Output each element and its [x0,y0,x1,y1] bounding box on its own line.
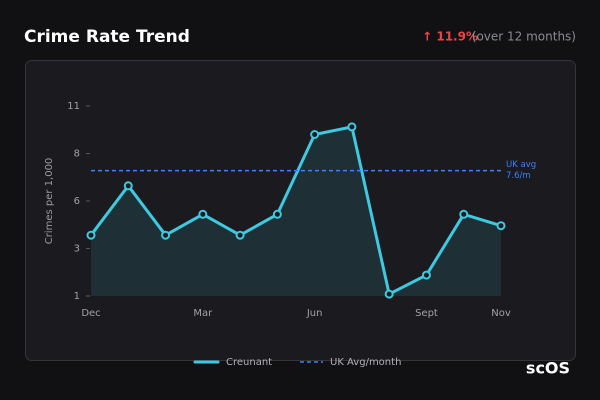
y-axis-label: Crimes per 1,000 [44,158,55,245]
chart-card [25,60,576,361]
point [198,209,208,219]
point [123,181,133,191]
y-tick-label: 3 [74,244,80,255]
y-tick-label: 8 [74,149,80,160]
reference-label: 7.6/m [506,171,531,181]
y-tick-label: 1 [74,291,80,302]
x-tick-label: Dec [81,308,100,319]
x-tick-label: Mar [193,308,213,319]
page-title: Crime Rate Trend [24,27,190,47]
line [89,125,502,296]
x-tick-label: Sept [415,308,438,319]
point [310,130,320,139]
point [347,122,357,132]
y-tick-label: 11 [67,101,80,112]
x-tick-label: Nov [491,308,511,319]
x-tick-label: Jun [306,308,323,319]
reference-label: UK avg [506,160,536,170]
change-value: ↑ 11.9% [422,30,478,44]
point [496,221,506,231]
legend-label: UK Avg/month [330,357,401,368]
point [161,230,171,240]
point [421,270,431,280]
point [235,230,245,240]
point [86,230,96,240]
plot: Crimes per 1,000 1 3 6 8 11 Dec Mar Jun Sept Nov UK… [44,101,536,368]
change-note: (over 12 months) [472,30,576,44]
y-tick-label: 6 [74,196,80,207]
point [459,209,469,219]
point [272,209,282,219]
area [91,126,501,297]
logo: scOS [526,359,570,378]
legend-label: Creunant [226,357,272,368]
point [384,289,394,299]
